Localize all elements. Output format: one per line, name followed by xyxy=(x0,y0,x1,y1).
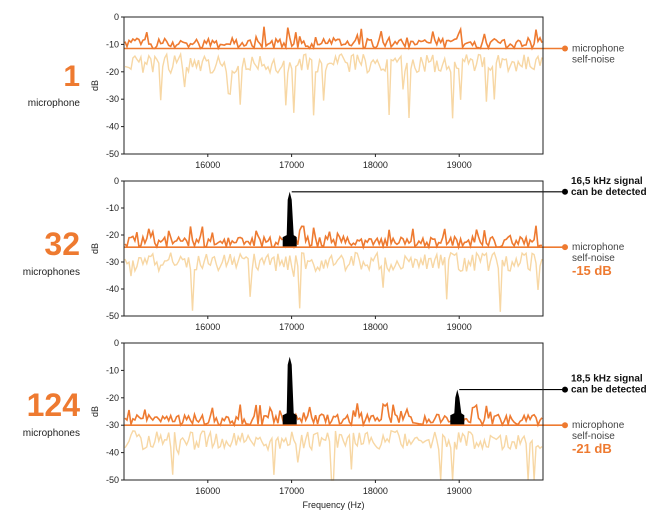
y-tick-label: -40 xyxy=(106,122,119,132)
signal-annotation: can be detected xyxy=(571,187,647,198)
y-axis-label: dB xyxy=(90,243,100,254)
noise-label: self-noise xyxy=(572,431,615,442)
signal-annotation: 18,5 kHz signal xyxy=(571,374,643,385)
noise-label: microphone xyxy=(572,242,625,253)
mic-label: microphones xyxy=(23,267,80,278)
noise-floor-dot xyxy=(562,422,568,429)
noise-spectrum-low xyxy=(124,250,543,312)
mic-count: 1 xyxy=(63,60,80,93)
noise-spectrum-low xyxy=(124,429,543,481)
signal-leader-dot xyxy=(562,188,568,195)
mic-label: microphone xyxy=(28,98,81,109)
y-tick-label: -20 xyxy=(106,393,119,403)
signal-peak xyxy=(450,389,465,426)
y-tick-label: -20 xyxy=(106,67,119,77)
x-tick-label: 19000 xyxy=(447,160,472,170)
noise-floor-dot xyxy=(562,244,568,251)
y-axis-label: dB xyxy=(90,80,100,91)
signal-annotation: 16,5 kHz signal xyxy=(571,176,643,187)
x-tick-label: 19000 xyxy=(447,322,472,332)
noise-reduction-value: -15 dB xyxy=(572,263,612,278)
plot-frame xyxy=(123,16,544,155)
x-tick-label: 17000 xyxy=(279,160,304,170)
signal-peak xyxy=(282,191,297,248)
y-tick-label: -30 xyxy=(106,94,119,104)
x-tick-label: 18000 xyxy=(363,160,388,170)
signal-peak xyxy=(282,356,297,426)
noise-spectrum-low xyxy=(124,51,543,119)
x-tick-label: 18000 xyxy=(363,486,388,496)
chart-panel-1: 1microphonedBmicrophoneself-noise0-10-20… xyxy=(28,12,625,170)
y-axis-label: dB xyxy=(90,406,100,417)
x-tick-label: 19000 xyxy=(447,486,472,496)
mic-label: microphones xyxy=(23,428,80,439)
y-tick-label: -50 xyxy=(106,311,119,321)
noise-reduction-value: -21 dB xyxy=(572,441,612,456)
noise-floor-dot xyxy=(562,45,568,52)
y-tick-label: -50 xyxy=(106,149,119,159)
plot-frame xyxy=(123,180,544,317)
x-axis-label: Frequency (Hz) xyxy=(302,500,364,510)
y-tick-label: -10 xyxy=(106,365,119,375)
y-tick-label: -20 xyxy=(106,230,119,240)
y-tick-label: -40 xyxy=(106,284,119,294)
noise-spectrum-high xyxy=(124,402,543,428)
y-tick-label: -10 xyxy=(106,203,119,213)
mic-count: 32 xyxy=(44,226,80,262)
x-tick-label: 17000 xyxy=(279,322,304,332)
noise-spectrum-high xyxy=(124,26,543,51)
signal-annotation: can be detected xyxy=(571,385,647,396)
x-tick-label: 18000 xyxy=(363,322,388,332)
y-tick-label: -40 xyxy=(106,448,119,458)
x-tick-label: 16000 xyxy=(195,160,220,170)
y-tick-label: -10 xyxy=(106,39,119,49)
y-tick-label: -50 xyxy=(106,475,119,485)
noise-label: self-noise xyxy=(572,253,615,264)
y-tick-label: 0 xyxy=(114,176,119,186)
y-tick-label: -30 xyxy=(106,257,119,267)
noise-spectrum-high xyxy=(124,225,542,251)
noise-label: microphone xyxy=(572,44,625,55)
plot-frame xyxy=(123,342,544,481)
y-tick-label: 0 xyxy=(114,12,119,22)
y-tick-label: 0 xyxy=(114,338,119,348)
noise-label: microphone xyxy=(572,420,625,431)
x-tick-label: 16000 xyxy=(195,486,220,496)
signal-leader-dot xyxy=(562,386,568,393)
x-tick-label: 17000 xyxy=(279,486,304,496)
noise-label: self-noise xyxy=(572,55,615,66)
mic-count: 124 xyxy=(27,387,81,423)
x-tick-label: 16000 xyxy=(195,322,220,332)
y-tick-label: -30 xyxy=(106,420,119,430)
